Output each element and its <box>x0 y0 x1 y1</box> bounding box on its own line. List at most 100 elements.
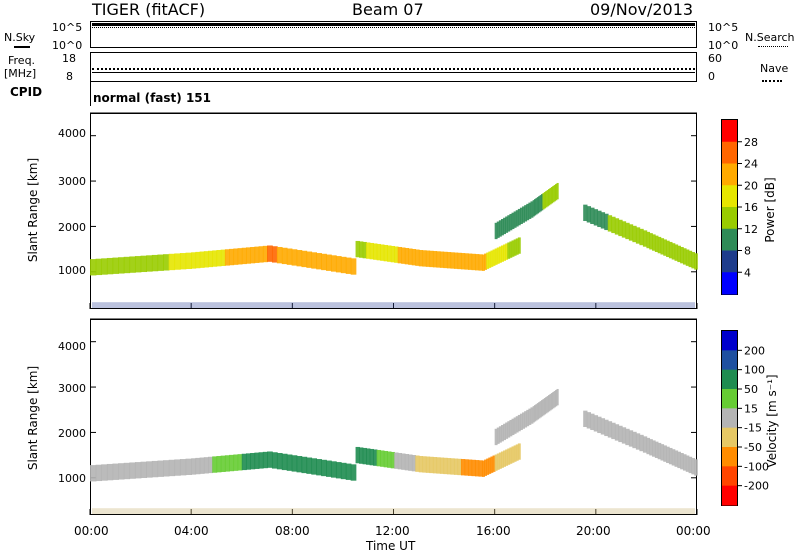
velocity-data-cell <box>671 449 676 466</box>
velocity-data-cell <box>118 463 125 480</box>
velocity-data-cell <box>519 413 523 431</box>
power-data-cell <box>507 215 511 232</box>
velocity-colorbar-tick-label: -200 <box>744 480 769 493</box>
power-data-cell <box>682 248 687 265</box>
power-data-cell <box>250 246 256 264</box>
velocity-data-cell <box>281 453 288 471</box>
power-colorbar-segment <box>722 185 737 208</box>
power-data-cell <box>517 237 521 254</box>
xtick-5: 20:00 <box>576 524 611 538</box>
power-data-cell <box>241 247 247 265</box>
power-data-cell <box>118 257 125 274</box>
velocity-data-cell <box>90 465 97 482</box>
power-data-cell <box>691 252 695 269</box>
power-data-cell <box>614 218 620 235</box>
power-data-cell <box>216 250 222 267</box>
velocity-data-cell <box>590 413 595 431</box>
velocity-data-cell <box>552 391 555 409</box>
velocity-data-cell <box>383 450 388 468</box>
power-data-cell <box>286 248 293 265</box>
power-data-cell <box>199 251 205 268</box>
velocity-data-cell <box>515 444 519 461</box>
velocity-data-cell <box>321 459 327 477</box>
power-data-cell <box>522 206 525 223</box>
noise-nsearch-line <box>92 27 695 28</box>
velocity-colorbar-tick-label: 200 <box>744 344 765 357</box>
velocity-data-cell <box>538 402 541 419</box>
velocity-data-cell <box>496 453 500 470</box>
nave-tick-bottom: 0 <box>708 70 715 83</box>
power-data-cell <box>604 213 609 231</box>
velocity-ytick-3000: 3000 <box>58 382 86 395</box>
velocity-data-cell <box>199 457 205 474</box>
velocity-data-cell <box>607 421 613 438</box>
velocity-data-cell <box>453 458 459 475</box>
power-data-cell <box>359 241 364 258</box>
velocity-ytick-2000: 2000 <box>58 427 86 440</box>
velocity-data-cell <box>642 436 648 453</box>
power-data-cell <box>404 248 410 265</box>
power-data-cell <box>355 240 360 258</box>
power-data-cell <box>490 250 494 267</box>
velocity-data-cell <box>134 462 142 479</box>
velocity-data-cell <box>262 451 268 469</box>
beam-title: Beam 07 <box>352 0 424 19</box>
velocity-data-cell <box>267 451 273 468</box>
power-data-cell <box>532 200 535 217</box>
power-data-cell <box>179 253 187 270</box>
velocity-data-cell <box>492 455 496 472</box>
power-data-cell <box>542 193 545 210</box>
velocity-data-cell <box>394 452 399 469</box>
velocity-data-cell <box>494 428 498 446</box>
power-data-cell <box>467 253 473 270</box>
power-data-cell <box>688 250 693 268</box>
velocity-data-cell <box>390 451 396 469</box>
velocity-data-cell <box>464 459 469 476</box>
nsearch-legend-line <box>758 46 788 47</box>
velocity-data-cell <box>649 439 653 456</box>
power-ytick-1000: 1000 <box>58 264 86 277</box>
power-data-cell <box>220 249 226 266</box>
power-data-cell <box>513 239 517 256</box>
power-data-cell <box>229 248 235 266</box>
velocity-colorbar-tick-label: 15 <box>744 402 758 415</box>
power-data-cell <box>478 254 483 271</box>
power-colorbar-segment <box>722 207 737 230</box>
power-data-cell <box>306 251 313 268</box>
velocity-data-cell <box>422 456 427 473</box>
power-data-cell <box>528 202 532 219</box>
velocity-data-cell <box>652 440 656 457</box>
power-data-cell <box>281 247 288 265</box>
power-data-cell <box>340 256 347 274</box>
power-data-cell <box>443 251 448 269</box>
freq-tick-bottom: 8 <box>66 70 73 83</box>
velocity-data-cell <box>548 395 551 412</box>
velocity-data-cell <box>174 459 181 476</box>
velocity-data-cell <box>621 427 627 444</box>
velocity-data-cell <box>509 419 513 437</box>
power-data-cell <box>258 246 264 263</box>
velocity-data-cell <box>366 448 371 465</box>
power-data-cell <box>203 251 209 268</box>
power-data-cell <box>439 251 445 268</box>
velocity-data-cell <box>212 456 218 473</box>
power-data-cell <box>146 255 153 272</box>
velocity-data-cell <box>611 422 616 440</box>
power-data-cell <box>666 240 670 258</box>
velocity-data-cell <box>408 454 413 471</box>
velocity-data-cell <box>425 456 431 473</box>
power-colorbar-tick-label: 4 <box>744 266 751 279</box>
velocity-data-cell <box>450 458 455 475</box>
power-data-cell <box>185 252 192 269</box>
velocity-data-cell <box>494 454 498 471</box>
power-colorbar-tick-label: 16 <box>744 201 758 214</box>
power-data-cell <box>607 215 613 232</box>
power-data-cell <box>642 230 648 247</box>
power-data-cell <box>237 248 243 265</box>
velocity-data-cell <box>326 460 332 477</box>
power-data-cell <box>657 236 662 254</box>
velocity-data-cell <box>526 409 530 427</box>
velocity-data-cell <box>369 448 374 466</box>
power-data-cell <box>432 251 438 268</box>
